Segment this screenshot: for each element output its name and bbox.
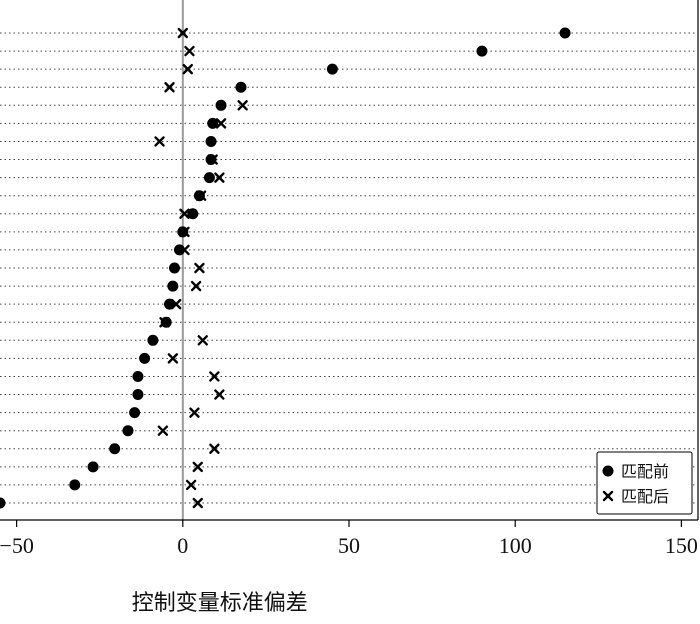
cross-stroke xyxy=(192,497,203,509)
legend-marker-cross xyxy=(602,490,614,502)
data-point-after xyxy=(154,136,165,147)
cross-stroke xyxy=(209,443,220,454)
cross-stroke xyxy=(185,479,197,491)
data-point-after xyxy=(164,82,175,93)
x-tick-label: −50 xyxy=(0,533,34,558)
cross-stroke xyxy=(214,389,225,400)
data-point-after xyxy=(215,118,227,129)
data-point-after xyxy=(197,335,208,346)
data-point-before xyxy=(215,99,227,111)
data-point-before xyxy=(169,262,180,274)
data-point-after xyxy=(195,190,207,201)
cross-stroke xyxy=(179,226,190,238)
data-point-before xyxy=(87,461,99,473)
cross-stroke xyxy=(159,317,170,328)
data-marks xyxy=(0,27,571,509)
data-point-before xyxy=(139,352,151,364)
legend-box xyxy=(596,451,693,515)
cross-stroke xyxy=(215,118,227,129)
data-point-before xyxy=(0,497,6,509)
data-point-after xyxy=(189,407,200,418)
data-point-before xyxy=(109,443,121,455)
cross-stroke xyxy=(167,353,179,364)
cross-stroke xyxy=(197,335,208,346)
data-point-after xyxy=(214,172,225,183)
data-point-after xyxy=(207,154,218,165)
cross-stroke xyxy=(195,190,207,201)
legend: 匹配前 匹配后 xyxy=(596,451,693,515)
cross-stroke xyxy=(237,100,248,111)
row-gridlines xyxy=(0,32,698,504)
cross-stroke xyxy=(209,371,220,382)
x-tick-label: 150 xyxy=(665,533,698,558)
data-point-after xyxy=(159,317,170,328)
cross-stroke xyxy=(189,407,200,418)
data-point-after xyxy=(192,461,203,473)
data-point-after xyxy=(170,298,182,310)
cross-stroke xyxy=(179,244,190,256)
x-axis-ticks: −50 0 50 100 150 xyxy=(0,520,698,558)
cross-stroke xyxy=(192,461,203,473)
x-tick-label: 50 xyxy=(338,533,360,558)
data-point-before xyxy=(132,389,144,401)
data-point-after xyxy=(179,208,190,219)
data-point-after xyxy=(167,353,179,364)
cross-stroke xyxy=(170,298,182,310)
data-point-before xyxy=(203,172,215,184)
data-point-before xyxy=(559,27,571,39)
data-point-after xyxy=(185,479,197,491)
data-point-before xyxy=(235,81,247,93)
x-tick-label: 0 xyxy=(177,533,188,558)
cross-stroke xyxy=(182,63,193,75)
data-point-after xyxy=(209,443,220,454)
cross-stroke xyxy=(184,45,195,57)
cross-stroke xyxy=(207,154,218,165)
data-point-before xyxy=(167,280,179,292)
data-point-after xyxy=(190,280,202,292)
data-point-before xyxy=(132,370,144,382)
cross-stroke xyxy=(194,262,205,274)
data-point-before xyxy=(207,117,219,129)
data-point-before xyxy=(129,407,141,419)
legend-label-before: 匹配前 xyxy=(621,462,669,481)
cross-stroke xyxy=(190,280,202,292)
data-point-after xyxy=(237,100,248,111)
data-point-after xyxy=(182,63,193,75)
legend-cross-shape xyxy=(602,490,614,502)
data-point-before xyxy=(326,63,338,75)
data-point-after xyxy=(177,27,189,39)
data-point-before xyxy=(205,135,217,147)
cross-stroke xyxy=(179,208,190,219)
legend-label-after: 匹配后 xyxy=(621,487,669,506)
x-axis-label: 控制变量标准偏差 xyxy=(132,591,308,616)
cross-stroke xyxy=(602,490,614,502)
cross-stroke xyxy=(157,425,169,436)
legend-marker-dot xyxy=(602,465,614,477)
data-point-after xyxy=(209,371,220,382)
cross-stroke xyxy=(214,172,225,183)
data-point-after xyxy=(194,262,205,274)
data-point-before xyxy=(147,334,159,346)
data-point-after xyxy=(179,244,190,256)
data-point-after xyxy=(184,45,195,57)
cross-stroke xyxy=(164,82,175,93)
data-point-after xyxy=(157,425,169,436)
cross-stroke xyxy=(154,136,165,147)
x-tick-label: 100 xyxy=(499,533,532,558)
cross-stroke xyxy=(177,27,189,39)
data-point-before xyxy=(122,425,134,437)
data-point-after xyxy=(192,497,203,509)
data-point-after xyxy=(179,226,190,238)
data-point-before xyxy=(187,208,199,220)
data-point-after xyxy=(214,389,225,400)
data-point-before xyxy=(476,45,488,57)
data-point-before xyxy=(69,479,81,491)
